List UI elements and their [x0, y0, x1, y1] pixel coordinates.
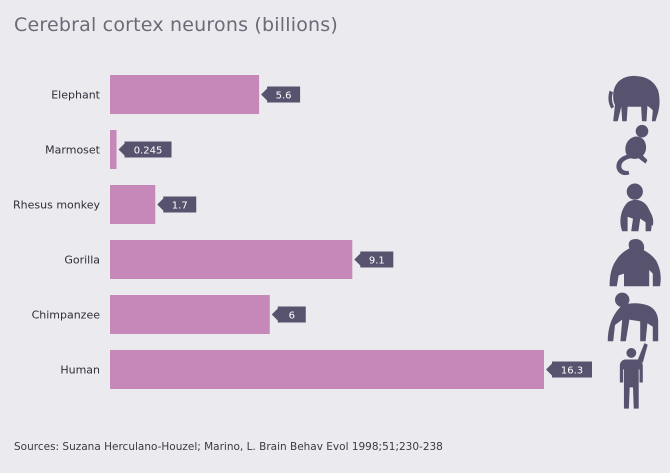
category-label: Gorilla	[64, 254, 100, 267]
bar	[110, 295, 270, 334]
value-callout	[546, 361, 592, 378]
marmoset-icon	[616, 124, 649, 176]
bar	[110, 240, 353, 279]
bar	[110, 350, 544, 389]
bar	[110, 185, 156, 224]
value-callout	[261, 86, 301, 103]
data-label: 6	[289, 311, 295, 322]
value-callout	[157, 196, 197, 213]
category-label: Rhesus monkey	[13, 199, 100, 212]
rhesus-monkey-icon	[620, 183, 654, 232]
chimpanzee-icon	[607, 292, 659, 342]
source-note: Sources: Suzana Herculano-Houzel; Marino…	[14, 441, 443, 453]
data-label: 5.6	[276, 91, 292, 102]
value-callout	[118, 141, 172, 158]
elephant-icon	[608, 75, 660, 122]
human-icon	[619, 343, 648, 409]
data-label: 1.7	[172, 201, 188, 212]
bar	[110, 75, 260, 114]
data-label: 0.245	[134, 146, 163, 157]
data-label: 9.1	[369, 256, 385, 267]
value-callout	[354, 251, 394, 268]
bar	[110, 130, 117, 169]
chart-title: Cerebral cortex neurons (billions)	[14, 14, 338, 36]
gorilla-icon	[609, 239, 661, 287]
category-label: Chimpanzee	[32, 309, 101, 322]
category-label: Human	[60, 364, 100, 377]
category-label: Marmoset	[45, 144, 101, 157]
value-callout	[271, 306, 306, 323]
category-label: Elephant	[51, 89, 100, 102]
data-label: 16.3	[561, 366, 583, 377]
